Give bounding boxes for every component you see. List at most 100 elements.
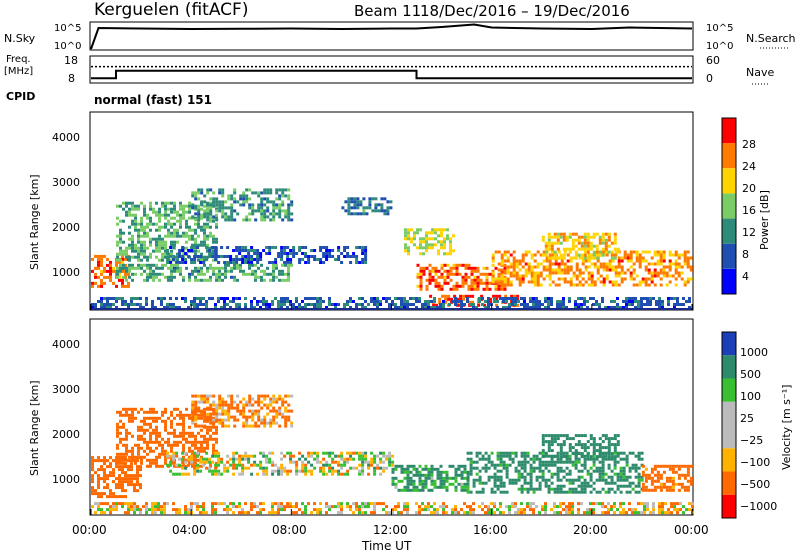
heatmap-cell-1567 (551, 262, 555, 266)
heatmap-cell-1274 (505, 469, 509, 473)
heatmap-cell-871 (191, 215, 195, 219)
heatmap-cell-127 (136, 474, 139, 478)
heatmap-cell-2239 (403, 303, 406, 306)
heatmap-cell-982 (251, 212, 255, 216)
heatmap-cell-1581 (622, 466, 626, 470)
heatmap-cell-614 (310, 249, 314, 252)
heatmap-cell-1031 (275, 206, 279, 210)
heatmap-cell-1577 (619, 484, 623, 488)
heatmap-cell-1815 (677, 482, 681, 486)
heatmap-cell-2101 (223, 297, 226, 300)
heatmap-cell-807 (235, 457, 239, 461)
heatmap-cell-2063 (397, 511, 400, 515)
heatmap-cell-2208 (367, 303, 370, 306)
heatmap-cell-1110 (380, 197, 384, 201)
heatmap-cell-802 (232, 460, 236, 464)
heatmap-cell-41 (106, 459, 109, 463)
heatmap-cell-159 (137, 252, 140, 256)
heatmap-cell-1651 (553, 437, 557, 441)
heatmap-cell-1101 (368, 206, 372, 210)
heatmap-cell-28 (103, 275, 106, 279)
heatmap-cell-770 (211, 454, 215, 458)
heatmap-cell-2407 (628, 303, 631, 306)
heatmap-cell-231 (158, 225, 161, 229)
heatmap-cell-2154 (529, 508, 532, 512)
heatmap-cell-1129 (404, 249, 407, 253)
heatmap-cell-1963 (592, 253, 596, 257)
heatmap-cell-433 (200, 416, 203, 420)
heatmap-cell-1800 (659, 262, 663, 266)
heatmap-cell-425 (209, 216, 212, 220)
heatmap-cell-984 (254, 209, 258, 213)
heatmap-cell-179 (125, 446, 128, 450)
heatmap-cell-1048 (403, 467, 407, 471)
heatmap-cell-1212 (419, 272, 423, 276)
heatmap-cell-1656 (593, 262, 597, 266)
heatmap-cell-317 (179, 213, 182, 217)
heatmap-cell-2105 (463, 502, 466, 506)
heatmap-cell-600 (298, 246, 302, 249)
heatmap-cell-1538 (539, 253, 543, 257)
heatmap-cell-2252 (661, 508, 664, 512)
heatmap-cell-2208 (607, 502, 610, 506)
heatmap-cell-133 (131, 243, 134, 247)
heatmap-cell-54 (118, 272, 121, 276)
heatmap-cell-239 (146, 422, 149, 426)
heatmap-cell-1546 (542, 265, 546, 269)
heatmap-cell-2169 (310, 297, 313, 300)
heatmap-cell-437 (212, 234, 215, 238)
heatmap-cell-2051 (145, 303, 148, 306)
heatmap-cell-878 (289, 454, 293, 458)
heatmap-cell-504 (214, 249, 218, 252)
heatmap-cell-1608 (634, 463, 638, 467)
heatmap-cell-1758 (638, 283, 642, 287)
heatmap-cell-900 (304, 469, 308, 473)
heatmap-cell-271 (155, 410, 158, 414)
heatmap-cell-834 (263, 269, 266, 273)
heatmap-cell-1832 (686, 488, 690, 492)
heatmap-cell-617 (245, 421, 249, 425)
heatmap-cell-1802 (671, 470, 675, 474)
heatmap-cell-1122 (389, 206, 393, 210)
heatmap-cell-266 (167, 201, 170, 205)
heatmap-cell-988 (257, 203, 261, 207)
heatmap-cell-803 (230, 275, 233, 279)
heatmap-cell-2195 (349, 297, 352, 300)
heatmap-cell-681 (122, 275, 125, 279)
heatmap-cell-819 (248, 272, 251, 276)
heatmap-cell-1438 (497, 262, 501, 266)
heatmap-cell-1150 (454, 479, 458, 483)
heatmap-cell-1931 (580, 235, 584, 239)
heatmap-cell-870 (280, 472, 284, 476)
heatmap-cell-2262 (430, 306, 433, 309)
heatmap-cell-1498 (521, 265, 525, 269)
heatmap-cell-1361 (503, 269, 507, 273)
heatmap-cell-278 (170, 207, 173, 211)
heatmap-cell-383 (188, 416, 191, 420)
heatmap-cell-1460 (506, 259, 510, 263)
heatmap-cell-1484 (515, 265, 519, 269)
heatmap-cell-415 (206, 234, 209, 238)
heatmap-cell-359 (191, 237, 194, 241)
heatmap-cell-1335 (488, 287, 492, 291)
heatmap-cell-549 (215, 403, 219, 407)
heatmap-cell-1834 (689, 476, 693, 480)
heatmap-cell-80 (116, 222, 119, 226)
heatmap-cell-1127 (439, 482, 443, 486)
heatmap-cell-2122 (487, 511, 490, 515)
heatmap-cell-782 (217, 457, 221, 461)
heatmap-cell-2217 (376, 306, 379, 309)
heatmap-cell-744 (190, 457, 194, 461)
heatmap-cell-895 (206, 188, 210, 192)
heatmap-cell-1736 (613, 434, 617, 438)
heatmap-cell-1213 (419, 275, 423, 279)
heatmap-cell-897 (304, 457, 308, 461)
heatmap-cell-578 (227, 394, 231, 398)
heatmap-cell-1292 (514, 469, 518, 473)
heatmap-cell-2340 (538, 303, 541, 306)
heatmap-cell-1823 (683, 476, 687, 480)
heatmap-cell-1792 (656, 259, 660, 263)
heatmap-cell-2205 (601, 511, 604, 515)
heatmap-cell-814 (242, 269, 245, 273)
heatmap-cell-1243 (496, 454, 500, 458)
